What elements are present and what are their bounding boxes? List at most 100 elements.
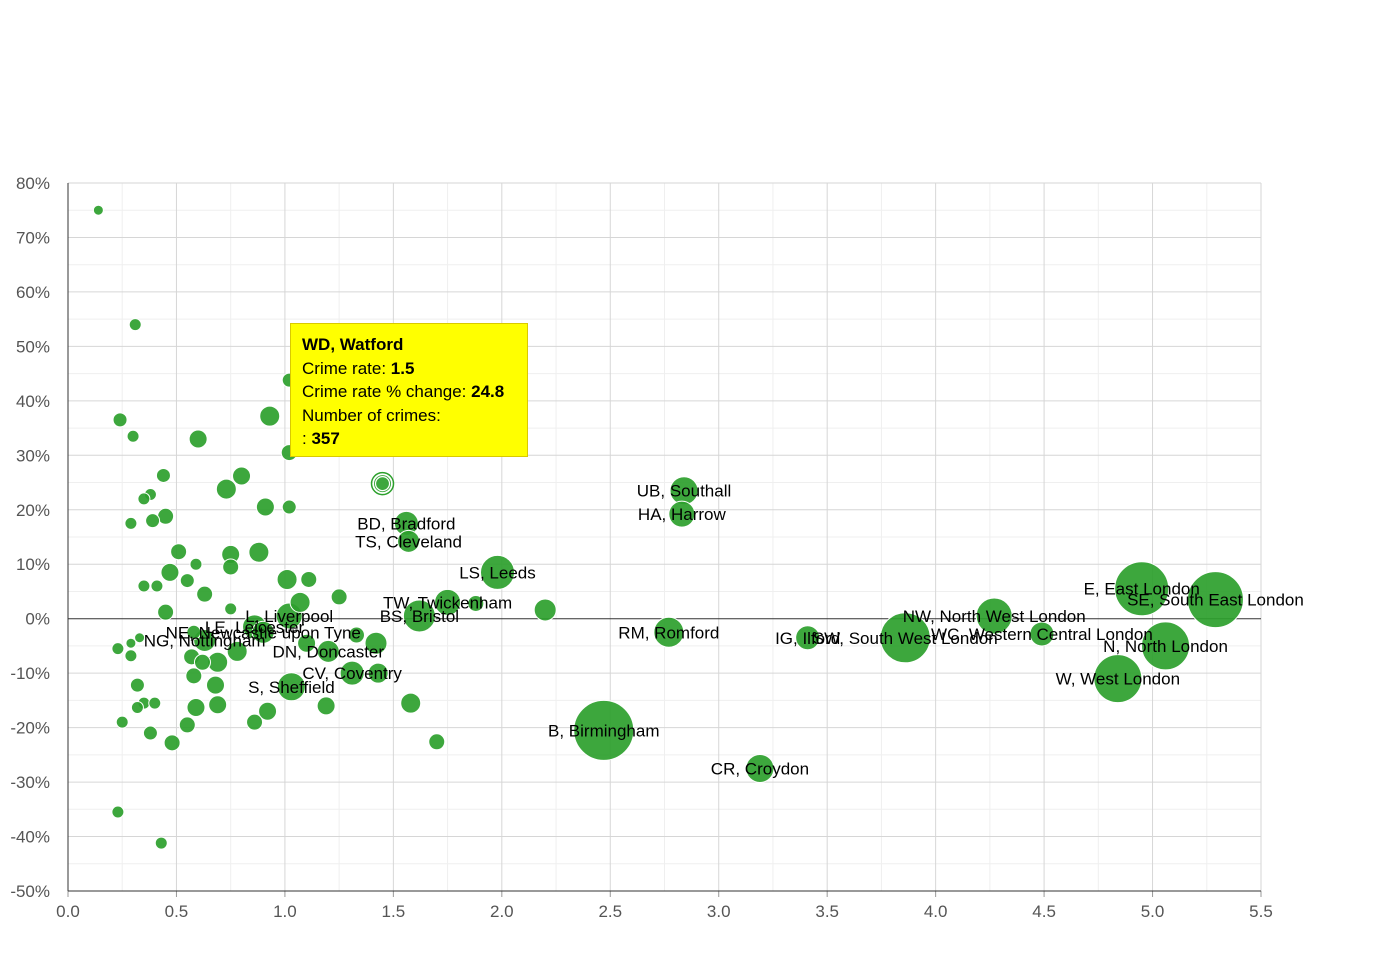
bubble-point[interactable] [208,695,228,715]
bubble-point[interactable] [188,429,208,449]
bubble-point[interactable] [157,507,175,525]
bubble-point[interactable] [222,558,240,576]
bubble-point[interactable] [170,543,188,561]
bubble-point[interactable] [668,500,696,528]
bubble-point[interactable] [281,499,297,515]
bubble-point[interactable] [224,602,238,616]
bubble-point[interactable] [155,467,171,483]
bubble-label: BD, Bradford [357,514,455,533]
bubble-point[interactable] [185,667,203,685]
bubble-point[interactable] [125,637,137,649]
bubble-point[interactable] [533,598,557,622]
bubble-point[interactable] [148,696,162,710]
hover-ring-inner [374,476,391,492]
bubble-point[interactable] [205,675,225,695]
bubble-label: L, Liverpool [245,607,333,626]
bubble-point[interactable] [137,579,151,593]
bubble-point[interactable] [111,805,125,819]
bubble-label: NG, Nottingham [144,631,266,650]
bubble-point[interactable] [347,626,365,644]
tooltip-title: WD, Watford [302,335,404,354]
x-tick-label: 4.0 [924,902,948,921]
bubble-point[interactable] [400,692,422,714]
bubble-point[interactable] [258,701,278,721]
bubble-point[interactable] [154,836,168,850]
bubble-point[interactable] [128,318,142,332]
bubble-point[interactable] [255,497,275,517]
y-tick-label: 10% [16,555,50,574]
bubble-point[interactable] [428,733,446,751]
bubble-point[interactable] [215,478,237,500]
bubble-point[interactable] [137,492,151,506]
bubble-point[interactable] [467,594,485,612]
bubble-point[interactable] [339,660,365,686]
x-tick-label: 0.0 [56,902,80,921]
y-tick-label: -50% [10,882,50,901]
bubble-point[interactable] [1093,654,1143,704]
bubble-point[interactable] [92,204,104,216]
bubble-point[interactable] [373,474,393,494]
bubble-point[interactable] [226,640,248,662]
bubble-point[interactable] [196,585,214,603]
bubble-point[interactable] [1141,621,1191,671]
bubble-point[interactable] [186,624,202,640]
bubble-point[interactable] [276,672,306,702]
tooltip-change-label: Crime rate % change: [302,382,472,401]
bubble-point[interactable] [163,734,181,752]
bubble-point[interactable] [112,412,128,428]
bubble-point[interactable] [129,677,145,693]
bubble-point[interactable] [364,631,388,655]
bubble-label: N, North London [1103,637,1228,656]
bubble-label: E, East London [1084,580,1200,599]
tooltip-rate-value: 1.5 [390,358,415,378]
bubble-point[interactable] [178,716,196,734]
bubble-point[interactable] [397,529,421,553]
bubble-point[interactable] [330,588,348,606]
bubble-point[interactable] [975,597,1013,635]
bubble-point[interactable] [367,662,389,684]
bubble-point[interactable] [111,642,125,656]
bubble-point[interactable] [179,573,195,589]
chart-grid [67,182,1262,892]
bubble-point[interactable] [232,466,252,486]
bubble-point[interactable] [1114,561,1170,617]
bubble-point[interactable] [246,713,264,731]
bubble-point[interactable] [300,570,318,588]
bubble-point[interactable] [130,700,144,714]
bubble-point[interactable] [157,603,175,621]
bubble-point[interactable] [193,653,211,671]
bubble-point[interactable] [126,429,140,443]
bubble-point[interactable] [316,696,336,716]
bubble-point[interactable] [145,513,161,529]
bubble-point[interactable] [115,715,129,729]
bubble-point[interactable] [142,725,158,741]
bubble-point[interactable] [653,616,685,648]
bubble-point[interactable] [160,562,180,582]
bubble-point[interactable] [189,557,203,571]
bubble-point[interactable] [259,405,281,427]
chart-axes: 0.0 0.5 1.0 1.5 2.0 2.5 3.0 3.5 4.0 4.5 5.0 5.5 80% 7… [10,174,1273,921]
bubble-point[interactable] [745,753,775,783]
bubble-point[interactable] [251,620,275,644]
bubble-point[interactable] [479,554,515,590]
bubble-point[interactable] [289,591,311,613]
bubble-point[interactable] [124,649,138,663]
bubble-label: LE, Leicester [205,618,305,637]
bubble-point[interactable] [434,588,462,616]
bubble-point[interactable] [316,639,340,663]
y-tick-label: 40% [16,392,50,411]
bubble-point[interactable] [248,541,270,563]
bubble-point[interactable] [297,633,317,653]
bubble-point[interactable] [276,568,298,590]
bubble-point[interactable] [879,612,931,664]
bubble-point[interactable] [186,697,206,717]
bubble-point[interactable] [795,625,821,651]
bubble-point[interactable] [124,516,138,530]
bubble-point[interactable] [150,579,164,593]
bubble-point[interactable] [573,699,635,761]
bubble-point[interactable] [134,632,146,644]
bubble-point[interactable] [402,599,436,633]
bubble-point[interactable] [1029,621,1055,647]
bubble-point[interactable] [1186,571,1244,629]
